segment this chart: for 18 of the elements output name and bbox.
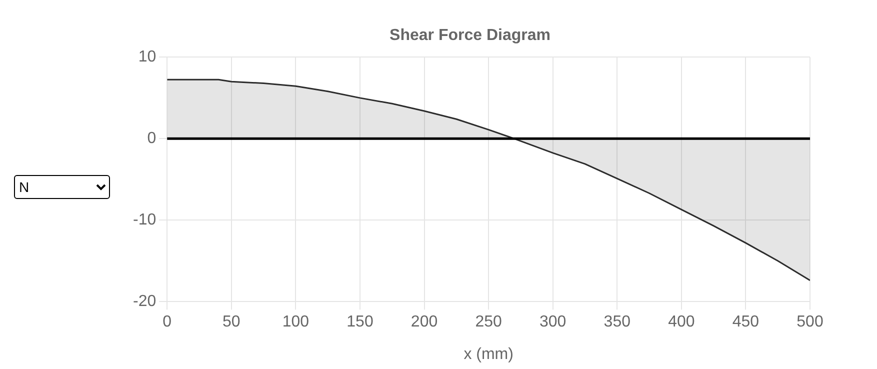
x-tick-label: 250 xyxy=(475,314,502,331)
y-tick-label: -10 xyxy=(133,212,156,229)
x-tick-label: 50 xyxy=(222,314,240,331)
x-tick-label: 0 xyxy=(162,314,172,331)
x-tick-label: 300 xyxy=(540,314,566,331)
x-tick-label: 100 xyxy=(282,314,310,331)
x-tick-label: 450 xyxy=(732,314,760,331)
chart-title: Shear Force Diagram xyxy=(390,27,550,44)
y-tick-label: 10 xyxy=(138,48,156,66)
y-tick-label: 0 xyxy=(147,130,156,148)
x-tick-label: 400 xyxy=(668,314,695,331)
unit-select: N xyxy=(14,175,110,199)
x-tick-label: 500 xyxy=(796,314,824,331)
y-tick-label: -20 xyxy=(133,293,156,310)
x-axis-title: x (mm) xyxy=(464,346,514,363)
x-tick-label: 350 xyxy=(604,314,631,331)
x-tick-label: 150 xyxy=(346,314,374,331)
x-tick-label: 200 xyxy=(410,314,438,331)
